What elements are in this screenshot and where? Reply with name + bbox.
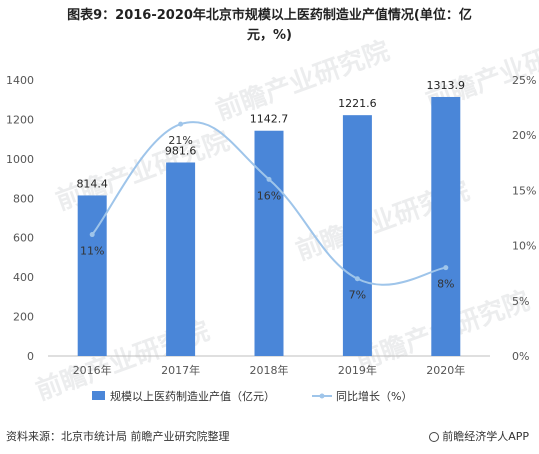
bar (342, 115, 372, 356)
bar-value-label: 814.4 (76, 177, 108, 190)
line-point (443, 265, 449, 271)
legend-bar-label: 规模以上医药制造业产值（亿元） (110, 389, 275, 403)
left-axis: 0 200 400 600 800 1000 1200 1400 (6, 74, 34, 363)
right-tick-label: 0% (512, 350, 529, 363)
left-tick-label: 200 (13, 311, 34, 324)
x-tick-label: 2017年 (161, 363, 200, 377)
bar-value-label: 1142.7 (250, 113, 289, 126)
line-value-label: 16% (257, 189, 281, 202)
left-tick-label: 0 (27, 350, 34, 363)
line-value-label: 21% (168, 134, 192, 147)
right-tick-label: 5% (512, 295, 529, 308)
right-tick-label: 20% (512, 129, 536, 142)
title-line-2: 元，%) (247, 28, 292, 43)
right-tick-label: 10% (512, 240, 536, 253)
left-tick-label: 400 (13, 271, 34, 284)
x-tick-label: 2020年 (426, 363, 465, 377)
x-tick-label: 2018年 (250, 363, 289, 377)
left-tick-label: 1000 (6, 153, 34, 166)
line-point (89, 232, 95, 238)
legend-line-label: 同比增长（%） (336, 389, 412, 403)
right-tick-label: 15% (512, 184, 536, 197)
left-tick-label: 1400 (6, 74, 34, 87)
brand-credit: 前瞻经济学人APP (429, 428, 529, 444)
bar (431, 96, 461, 356)
line-point (178, 121, 184, 127)
left-tick-label: 800 (13, 192, 34, 205)
line-value-label: 11% (80, 245, 104, 258)
x-tick-label: 2019年 (338, 363, 377, 377)
legend-line-marker (319, 393, 325, 399)
bar-value-label: 981.6 (165, 144, 197, 157)
data-labels: 814.4 981.6 1142.7 1221.6 1313.9 11% 21% 16% 7% 8… (76, 79, 465, 302)
left-tick-label: 600 (13, 232, 34, 245)
line-point (354, 276, 360, 282)
bar (254, 130, 284, 356)
source-note: 资料来源：北京市统计局 前瞻产业研究院整理 (6, 430, 230, 443)
left-tick-label: 1200 (6, 113, 34, 126)
brand-logo-icon (429, 432, 440, 442)
line-value-label: 8% (437, 278, 454, 291)
watermark-text: 前瞻产业研究院 (212, 35, 394, 126)
bar-value-label: 1221.6 (338, 97, 377, 110)
bar-series (77, 96, 461, 356)
x-axis: 2016年 2017年 2018年 2019年 2020年 (48, 355, 490, 377)
brand-label: 前瞻经济学人APP (442, 430, 529, 443)
right-tick-label: 25% (512, 74, 536, 87)
bar (166, 162, 196, 356)
bar (77, 195, 107, 356)
legend-bar-swatch (92, 391, 105, 400)
bar-value-label: 1313.9 (427, 79, 466, 92)
legend: 规模以上医药制造业产值（亿元） 同比增长（%） (92, 389, 412, 403)
right-axis: 0% 5% 10% 15% 20% 25% (512, 74, 536, 363)
line-series (89, 121, 449, 286)
chart-title: 图表9：2016-2020年北京市规模以上医药制造业产值情况(单位：亿 元，%) (0, 6, 539, 46)
line-point (266, 176, 272, 182)
title-line-1: 图表9：2016-2020年北京市规模以上医药制造业产值情况(单位：亿 (67, 8, 472, 23)
x-tick-label: 2016年 (73, 363, 112, 377)
line-value-label: 7% (349, 289, 366, 302)
